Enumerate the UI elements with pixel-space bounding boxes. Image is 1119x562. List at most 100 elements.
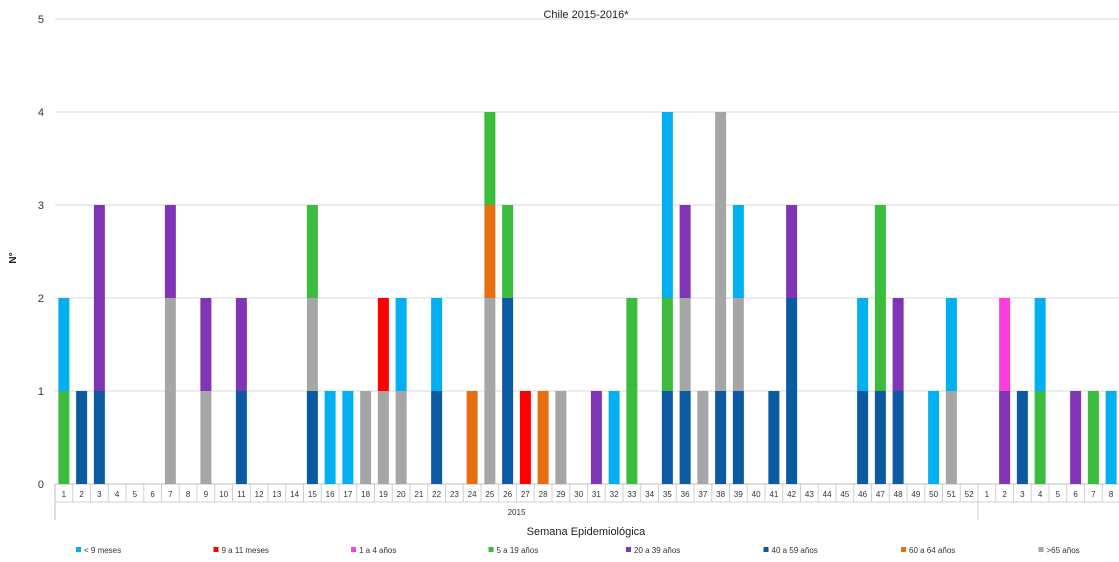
bar-segment [484,298,496,484]
x-tick-label: 21 [414,490,423,499]
x-tick-label: 22 [432,490,441,499]
legend-swatch [351,547,356,552]
y-tick-label: 5 [38,14,44,26]
y-tick-label: 1 [38,386,44,398]
x-tick-label: 5 [133,490,138,499]
bar-segment [235,298,247,391]
x-tick-label: 48 [894,490,903,499]
legend-swatch [76,547,81,552]
x-tick-label: 41 [769,490,778,499]
bar-segment [58,298,70,391]
bar-segment [626,298,638,484]
x-tick-label: 1 [62,490,67,499]
x-tick-label: 43 [805,490,814,499]
bar-segment [1087,391,1099,484]
legend-swatch [626,547,631,552]
bar-segment [999,391,1011,484]
bar-segment [1034,391,1046,484]
bar-segment [732,298,744,391]
x-tick-label: 37 [698,490,707,499]
bar-segment [395,391,407,484]
x-tick-label: 18 [361,490,370,499]
bar-segment [555,391,567,484]
bar-segment [93,391,105,484]
x-tick-label: 2 [1002,490,1007,499]
bar-segment [679,391,691,484]
bar-segment [1070,391,1082,484]
year-label: 2015 [508,508,526,517]
x-tick-label: 9 [204,490,209,499]
x-tick-label: 20 [397,490,406,499]
x-tick-label: 3 [1020,490,1025,499]
x-tick-label: 2 [79,490,84,499]
x-tick-label: 1 [985,490,990,499]
x-tick-label: 42 [787,490,796,499]
bar-segment [360,391,372,484]
x-tick-label: 23 [450,490,459,499]
x-axis: 1 2 3 4 5 6 7 8 9 10 11 12 13 14 15 16 17 18 19 20 21 22 23 24 2… [54,484,1119,520]
x-tick-label: 17 [343,490,352,499]
bar-segment [715,391,727,484]
bar-segment [786,298,798,484]
bars [58,112,1117,484]
x-tick-label: 26 [503,490,512,499]
bar-segment [715,112,727,391]
x-tick-label: 7 [1091,490,1096,499]
legend-label: 9 a 11 meses [222,546,269,555]
x-tick-label: 6 [150,490,155,499]
x-tick-label: 3 [97,490,102,499]
x-tick-label: 40 [752,490,761,499]
bar-segment [431,391,443,484]
x-tick-label: 24 [468,490,477,499]
x-tick-label: 14 [290,490,299,499]
legend-label: 5 a 19 años [497,546,539,555]
x-tick-label: 51 [947,490,956,499]
gridlines [55,18,1119,485]
bar-segment [93,205,105,391]
bar-segment [164,298,176,484]
y-axis-title: N° [8,252,19,263]
bar-segment [661,112,673,298]
x-tick-label: 12 [255,490,264,499]
x-tick-label: 33 [627,490,636,499]
bar-segment [58,391,70,484]
bar-segment [502,205,514,298]
x-tick-label: 19 [379,490,388,499]
bar-segment [732,205,744,298]
bar-segment [608,391,620,484]
x-tick-label: 44 [823,490,832,499]
x-tick-label: 29 [556,490,565,499]
bar-segment [661,391,673,484]
bar-segment [892,298,904,391]
legend-label: >65 años [1047,546,1080,555]
bar-segment [76,391,88,484]
x-tick-label: 7 [168,490,173,499]
y-tick-label: 3 [38,200,44,212]
bar-segment [200,391,212,484]
x-tick-label: 47 [876,490,885,499]
bar-segment [484,205,496,298]
x-tick-label: 25 [485,490,494,499]
x-tick-label: 13 [272,490,281,499]
bar-segment [874,391,886,484]
bar-segment [466,391,478,484]
bar-segment [786,205,798,298]
bar-segment [306,391,318,484]
bar-segment [945,298,957,391]
x-tick-label: 16 [326,490,335,499]
y-tick-label: 2 [38,293,44,305]
legend-label: 40 a 59 años [772,546,818,555]
x-tick-label: 45 [840,490,849,499]
x-tick-label: 49 [911,490,920,499]
x-tick-label: 31 [592,490,601,499]
bar-segment [1034,298,1046,391]
bar-segment [1016,391,1028,484]
x-tick-label: 5 [1056,490,1061,499]
bar-segment [679,205,691,298]
x-tick-label: 8 [1109,490,1114,499]
legend-swatch [763,547,769,552]
x-tick-label: 34 [645,490,654,499]
legend-label: 20 a 39 años [634,546,680,555]
bar-segment [857,298,869,391]
